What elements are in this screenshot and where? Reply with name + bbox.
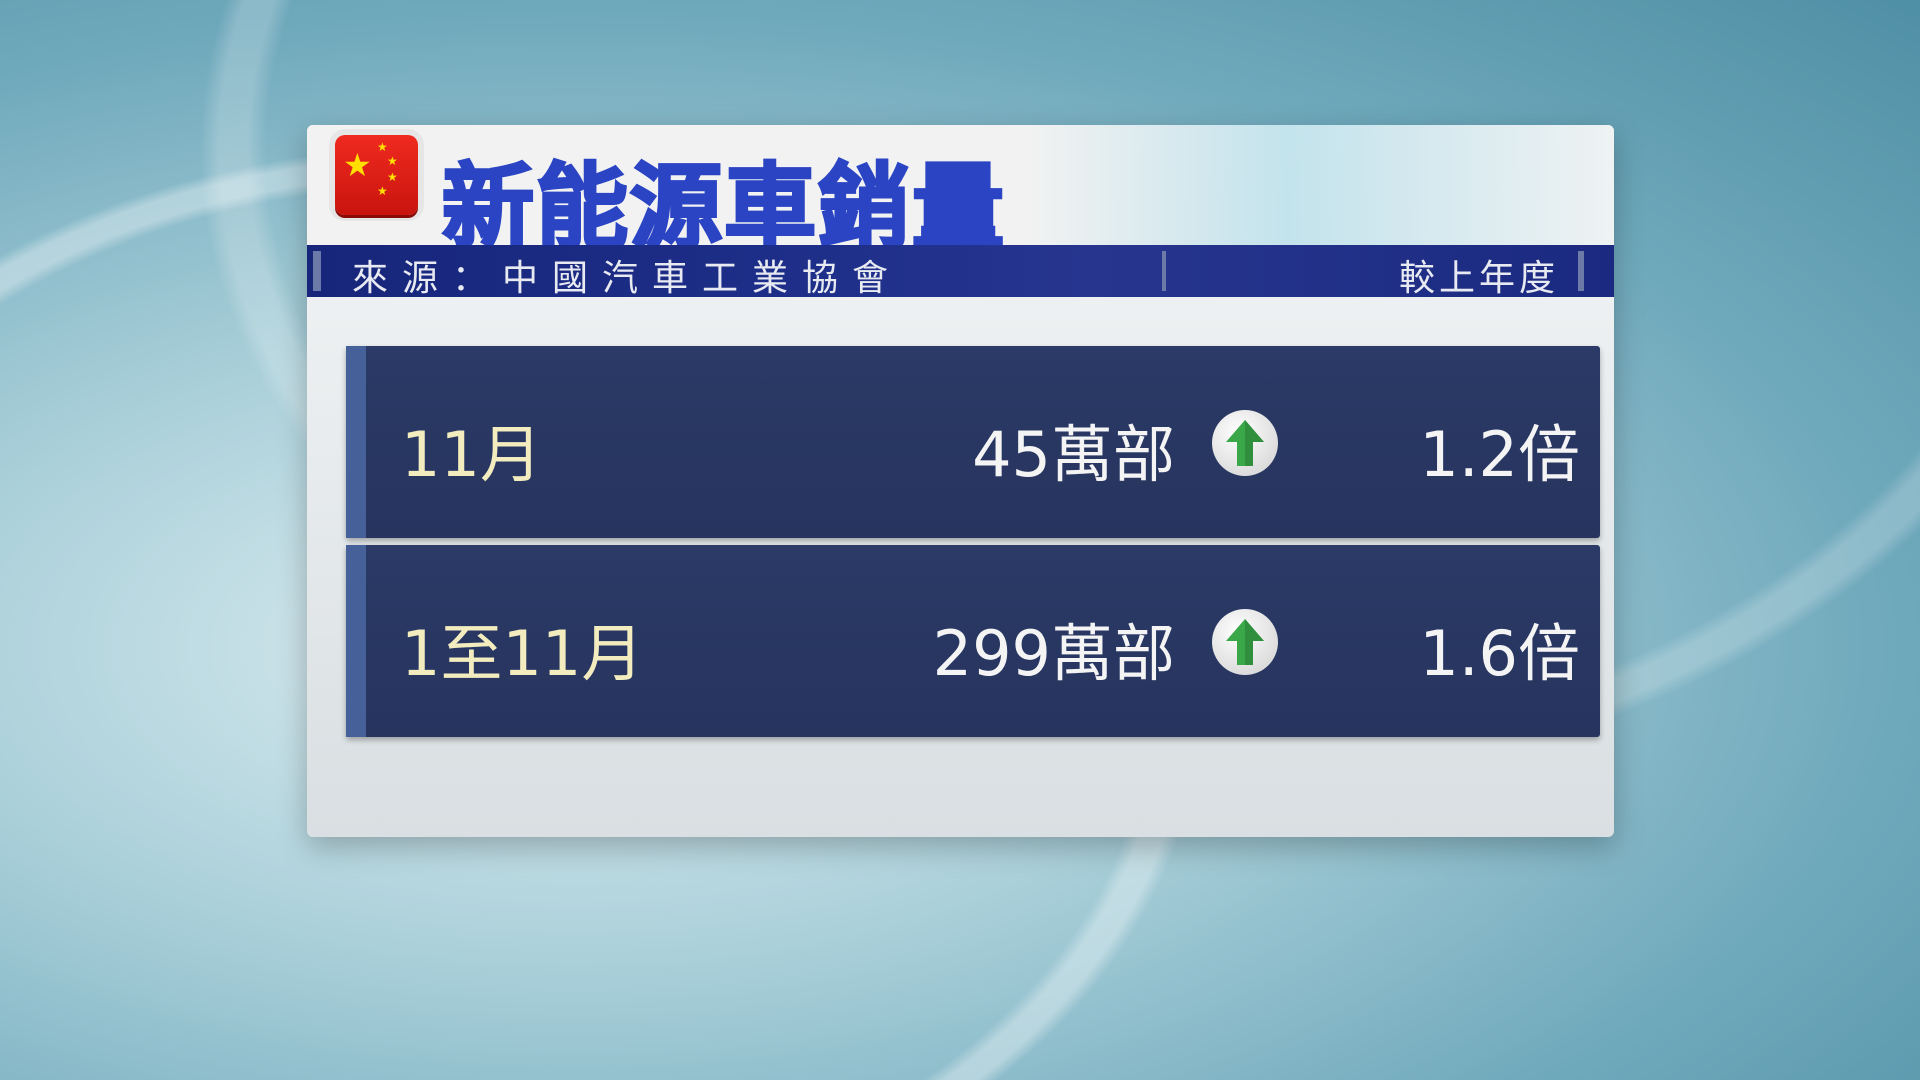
- info-card: ★ ★ ★ ★ ★ 新能源車銷量 來源：中國汽車工業協會 較上年度 11月 45…: [307, 125, 1614, 837]
- period-label: 11月: [401, 418, 542, 491]
- up-arrow-icon: [1212, 609, 1278, 675]
- table-row: 1至11月 299萬部 1.6倍: [346, 545, 1600, 737]
- divider: [1162, 251, 1166, 291]
- source-strip: 來源：中國汽車工業協會 較上年度: [307, 245, 1614, 299]
- up-arrow-icon: [1212, 410, 1278, 476]
- source-label: 來源：中國汽車工業協會: [352, 258, 903, 299]
- table-row: 11月 45萬部 1.2倍: [346, 346, 1600, 538]
- page-title: 新能源車銷量: [440, 153, 1007, 263]
- growth-ratio: 1.6倍: [1419, 617, 1580, 690]
- title-bar: ★ ★ ★ ★ ★ 新能源車銷量: [307, 125, 1614, 263]
- period-label: 1至11月: [401, 617, 644, 690]
- sales-value: 299萬部: [932, 617, 1175, 690]
- divider: [313, 251, 321, 291]
- growth-ratio: 1.2倍: [1419, 418, 1580, 491]
- compare-label: 較上年度: [1398, 258, 1559, 299]
- sales-value: 45萬部: [972, 418, 1175, 491]
- china-flag-icon: ★ ★ ★ ★ ★: [335, 135, 418, 215]
- divider: [1578, 251, 1584, 291]
